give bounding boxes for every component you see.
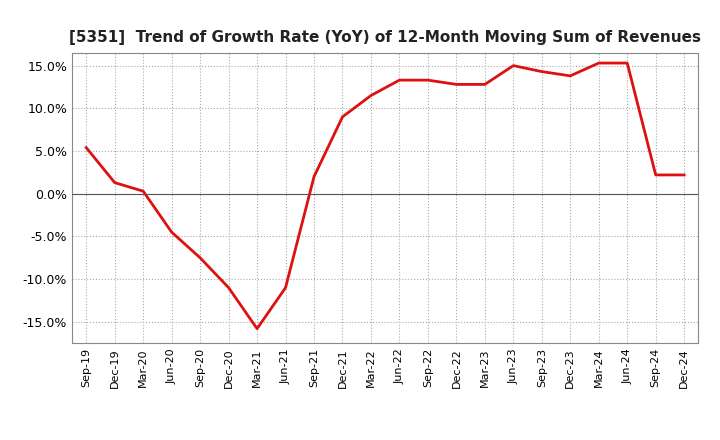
Title: [5351]  Trend of Growth Rate (YoY) of 12-Month Moving Sum of Revenues: [5351] Trend of Growth Rate (YoY) of 12-… (69, 29, 701, 45)
